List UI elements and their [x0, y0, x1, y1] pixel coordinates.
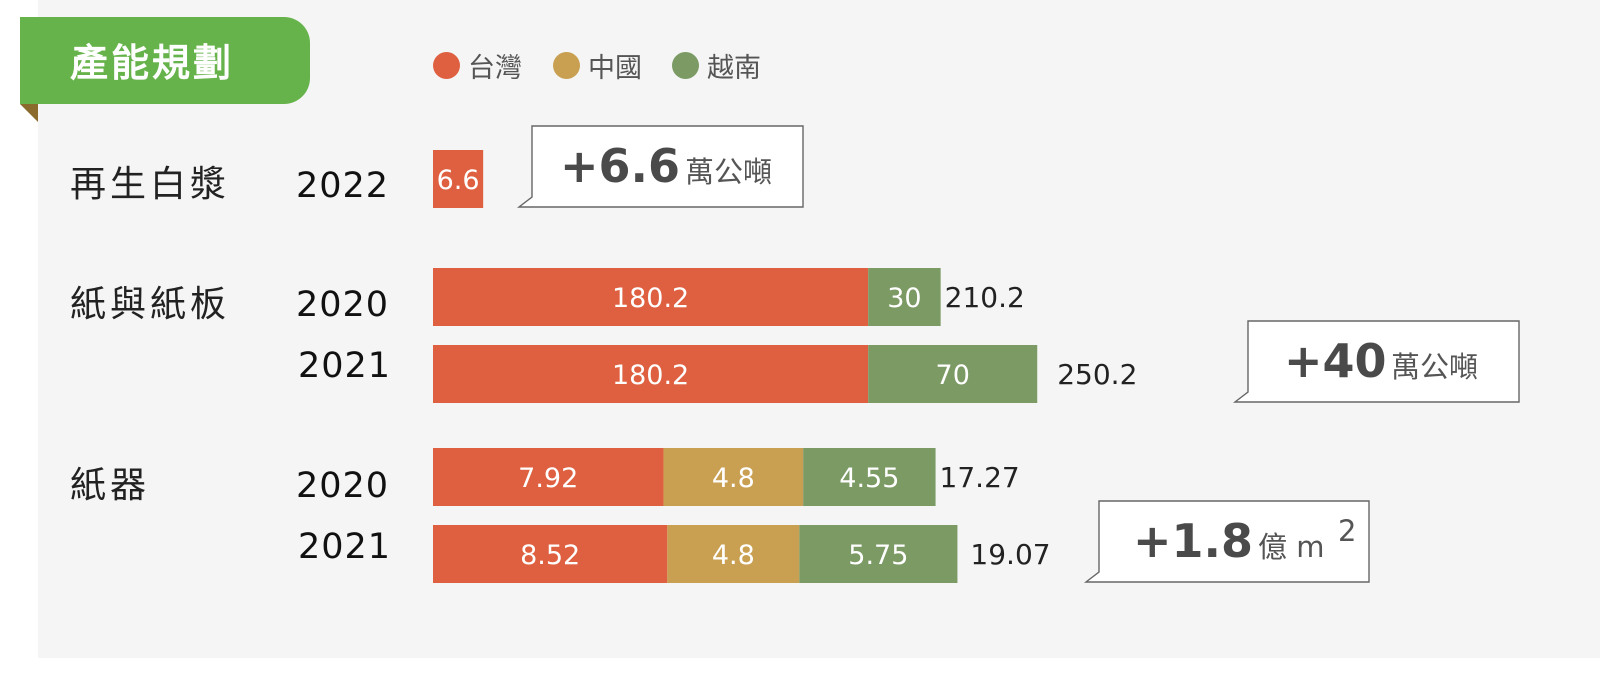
bar-segment-label: 180.2 [612, 283, 689, 314]
group-label-paper-containers: 紙器 [70, 465, 151, 506]
bar-segment-label: 7.92 [518, 463, 578, 494]
bar-total-label: 17.27 [940, 461, 1020, 494]
year-label: 2020 [296, 285, 390, 325]
bar-segment-label: 4.55 [839, 463, 899, 494]
bar-segment-label: 4.8 [712, 540, 755, 571]
year-label: 2021 [298, 527, 392, 567]
legend-swatch-icon [553, 51, 580, 79]
year-label: 2021 [298, 346, 392, 386]
callout-value: +40 [1284, 334, 1387, 388]
legend-item-taiwan: 台灣 [433, 47, 522, 84]
bar-segment-taiwan [433, 525, 668, 583]
bar-total-label: 19.07 [970, 538, 1050, 571]
title-tab-fold [20, 104, 38, 122]
callout-unit-superscript: 2 [1338, 514, 1356, 548]
title-tab [20, 17, 310, 104]
legend-label: 中國 [588, 52, 642, 84]
bar-segment-vietnam [868, 268, 941, 326]
bar-segment-taiwan [433, 448, 664, 506]
group-label-recycled-pulp: 再生白漿 [70, 164, 231, 205]
bar-segment-taiwan [433, 268, 869, 326]
callout-box [1083, 500, 1370, 583]
legend-label: 越南 [707, 52, 761, 84]
bar-total-label: 250.2 [1057, 358, 1137, 391]
bar-segment-label: 8.52 [520, 540, 580, 571]
bar-segment-label: 30 [887, 283, 921, 314]
bar-segment-taiwan [433, 345, 869, 403]
callout-box [516, 125, 804, 208]
bar-segment-label: 4.8 [712, 463, 755, 494]
bar-segment-label: 70 [936, 360, 970, 391]
chart-title: 產能規劃 [70, 41, 235, 85]
bar-segment-vietnam [868, 345, 1038, 403]
legend-item-vietnam: 越南 [672, 47, 761, 84]
bar-segment-china [667, 525, 800, 583]
callout-value: +6.6 [560, 139, 680, 193]
year-label: 2020 [296, 466, 390, 506]
bar-segment-label: 6.6 [437, 165, 480, 196]
callout-value: +1.8 [1133, 514, 1253, 568]
year-label: 2022 [296, 166, 390, 206]
bar-segment-label: 180.2 [612, 360, 689, 391]
bar-segment-vietnam [799, 525, 958, 583]
callout-box [1232, 320, 1520, 403]
bar-total-label: 210.2 [945, 281, 1025, 314]
bar-segment-taiwan [433, 150, 484, 208]
group-label-paper-board: 紙與紙板 [70, 284, 231, 325]
callout-unit: 億 m [1258, 530, 1324, 564]
callout-unit: 萬公噸 [685, 155, 772, 189]
bar-segment-label: 5.75 [848, 540, 908, 571]
legend-label: 台灣 [468, 52, 522, 84]
bar-segment-china [663, 448, 804, 506]
bar-segment-vietnam [803, 448, 936, 506]
legend-item-china: 中國 [553, 47, 642, 84]
legend-swatch-icon [672, 51, 699, 79]
callout-unit: 萬公噸 [1391, 350, 1478, 384]
legend-swatch-icon [433, 51, 460, 79]
